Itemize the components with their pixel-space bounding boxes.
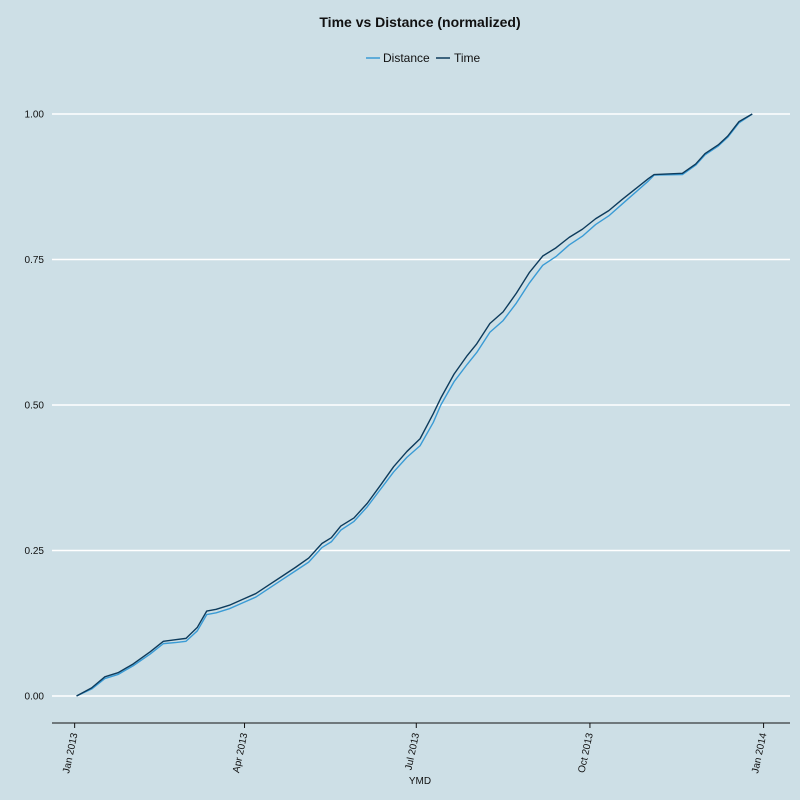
legend: Distance Time xyxy=(366,51,481,65)
x-tick-label: Oct 2013 xyxy=(577,732,596,774)
legend-label-distance: Distance xyxy=(383,51,430,65)
y-axis-ticks: 0.00 0.25 0.50 0.75 1.00 xyxy=(25,110,45,703)
chart-title: Time vs Distance (normalized) xyxy=(319,14,520,30)
y-tick-label: 1.00 xyxy=(25,110,45,121)
x-axis-ticks: Jan 2013 Apr 2013 Jul 2013 Oct 2013 Jan 2014 xyxy=(61,723,770,775)
y-tick-label: 0.50 xyxy=(25,401,45,412)
x-tick-label: Jul 2013 xyxy=(404,732,423,772)
x-tick-label: Jan 2014 xyxy=(750,732,769,775)
y-tick-label: 0.75 xyxy=(25,255,45,266)
series-line-time xyxy=(76,113,753,697)
y-tick-label: 0.25 xyxy=(25,546,45,557)
x-axis-title: YMD xyxy=(409,776,431,787)
grid xyxy=(52,113,790,697)
x-tick-label: Jan 2013 xyxy=(61,732,80,775)
y-tick-label: 0.00 xyxy=(25,692,45,703)
series-line-distance xyxy=(76,113,753,697)
legend-label-time: Time xyxy=(454,51,481,65)
series xyxy=(76,113,753,697)
x-tick-label: Apr 2013 xyxy=(231,732,250,774)
